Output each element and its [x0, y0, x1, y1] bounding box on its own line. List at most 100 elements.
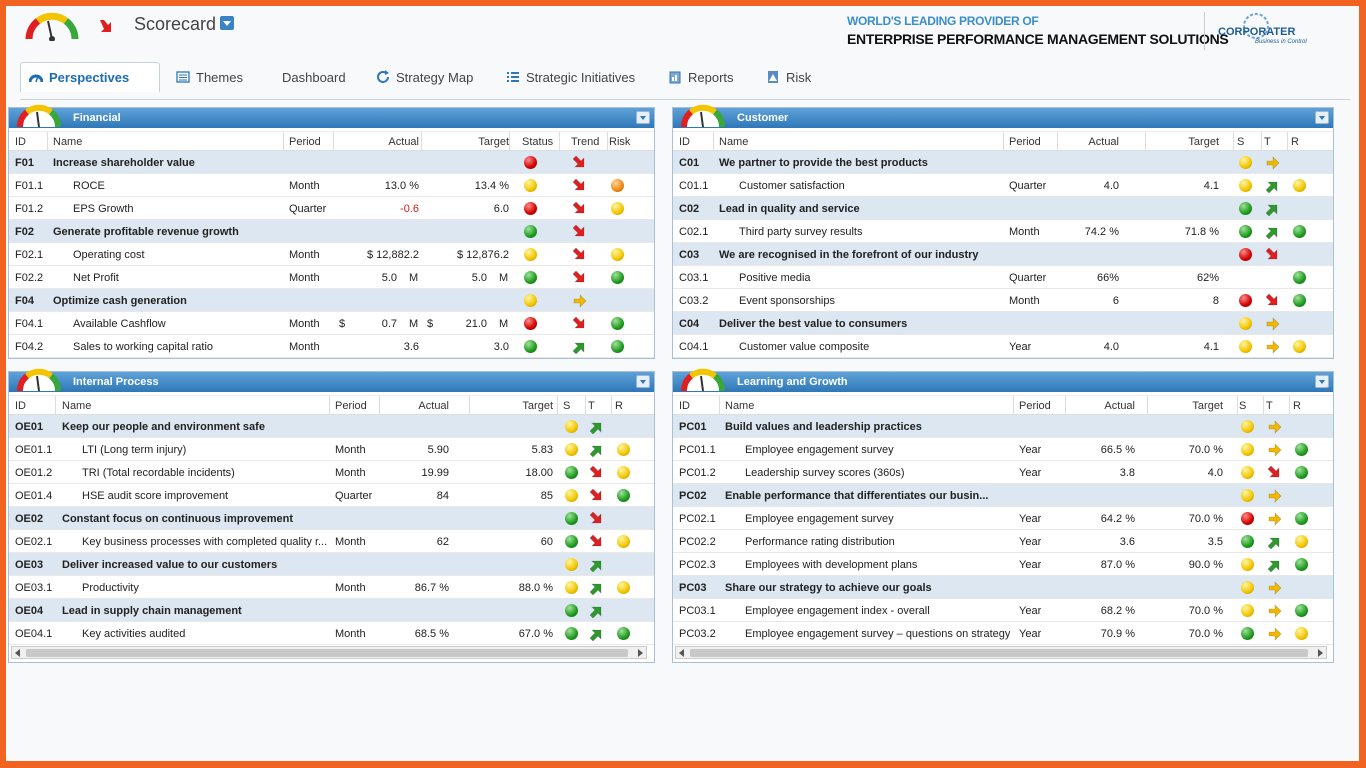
scroll-left-arrow-icon[interactable] — [15, 649, 20, 657]
horizontal-scrollbar[interactable] — [675, 646, 1327, 659]
table-row[interactable]: PC01.2 Leadership survey scores (360s) Yea… — [673, 461, 1333, 484]
table-header-row: ID Name Period Actual Target S T R — [673, 395, 1333, 415]
objective-row[interactable]: OE02 Constant focus on continuous improve… — [9, 507, 654, 530]
unit-label: M — [409, 318, 419, 330]
panel-menu-button[interactable] — [636, 375, 650, 388]
bullet-list-icon — [506, 70, 520, 84]
table-row[interactable]: PC03.1 Employee engagement index - overal… — [673, 599, 1333, 622]
objective-row[interactable]: C01 We partner to provide the best produc… — [673, 151, 1333, 174]
row-id: PC03.1 — [679, 605, 716, 617]
status-yellow-icon — [1239, 340, 1252, 353]
table-row[interactable]: OE04.1 Key activities audited Month 68.5 % 6… — [9, 622, 654, 645]
status-green-icon — [565, 466, 578, 479]
currency-symbol: $ — [339, 318, 346, 330]
objective-row[interactable]: PC01 Build values and leadership practice… — [673, 415, 1333, 438]
row-period: Quarter — [1009, 180, 1047, 192]
table-row[interactable]: C01.1 Customer satisfaction Quarter 4.0 4.1 — [673, 174, 1333, 197]
table-row[interactable]: F01.1 ROCE Month 13.0 % 13.4 % — [9, 174, 654, 197]
objective-row[interactable]: C03 We are recognised in the forefront of… — [673, 243, 1333, 266]
panel-header: Internal Process — [9, 368, 654, 392]
tab-dashboard[interactable]: Dashboard — [274, 62, 354, 92]
table-row[interactable]: F04.1 Available Cashflow Month $0.7 M $21.0 M — [9, 312, 654, 335]
scroll-right-arrow-icon[interactable] — [1318, 649, 1323, 657]
trend-right-arrow-icon — [1266, 317, 1280, 331]
currency-symbol: $ — [427, 318, 434, 330]
objective-row[interactable]: F04 Optimize cash generation — [9, 289, 654, 312]
status-yellow-icon — [1241, 466, 1254, 479]
trend-down-arrow-icon — [572, 178, 586, 192]
objective-row[interactable]: OE01 Keep our people and environment safe — [9, 415, 654, 438]
row-id: OE02.1 — [15, 536, 53, 548]
column-header-name: Name — [719, 136, 749, 148]
tab-label: Themes — [196, 69, 243, 85]
row-actual: 3.6 — [1119, 536, 1135, 548]
tab-reports[interactable]: Reports — [660, 62, 742, 92]
table-row[interactable]: C03.1 Positive media Quarter 66% 62% — [673, 266, 1333, 289]
status-yellow-icon — [1239, 179, 1252, 192]
row-target: 18.00 — [525, 467, 553, 479]
objective-row[interactable]: F01 Increase shareholder value — [9, 151, 654, 174]
table-row[interactable]: PC02.1 Employee engagement survey Year 64.2… — [673, 507, 1333, 530]
row-name: Net Profit — [73, 272, 119, 284]
table-row[interactable]: OE01.1 LTI (Long term injury) Month 5.90 5.8… — [9, 438, 654, 461]
scroll-right-arrow-icon[interactable] — [638, 649, 643, 657]
panel-menu-button[interactable] — [1315, 111, 1329, 124]
scrollbar-thumb[interactable] — [690, 649, 1308, 657]
column-divider — [1287, 132, 1288, 151]
row-id: C03.1 — [679, 272, 709, 284]
table-row[interactable]: F02.2 Net Profit Month 5.0 M 5.0 M — [9, 266, 654, 289]
table-row[interactable]: PC01.1 Employee engagement survey Year 66.5… — [673, 438, 1333, 461]
table-row[interactable]: F04.2 Sales to working capital ratio Month… — [9, 335, 654, 358]
objective-row[interactable]: C04 Deliver the best value to consumers — [673, 312, 1333, 335]
status-yellow-icon — [565, 581, 578, 594]
objective-row[interactable]: PC03 Share our strategy to achieve our go… — [673, 576, 1333, 599]
objective-row[interactable]: F02 Generate profitable revenue growth — [9, 220, 654, 243]
status-green-icon — [565, 512, 578, 525]
row-actual: 0.7 — [381, 318, 397, 330]
scroll-left-arrow-icon[interactable] — [679, 649, 684, 657]
row-actual: 66.5 % — [1100, 444, 1135, 456]
table-row[interactable]: OE03.1 Productivity Month 86.7 % 88.0 % — [9, 576, 654, 599]
scrollbar-thumb[interactable] — [26, 649, 628, 657]
table-row[interactable]: OE01.4 HSE audit score improvement Quarter… — [9, 484, 654, 507]
table-row[interactable]: OE02.1 Key business processes with comple… — [9, 530, 654, 553]
row-id: PC01 — [679, 421, 707, 433]
report-icon — [668, 70, 682, 84]
column-divider — [509, 132, 510, 151]
row-actual: $ 12,882.2 — [367, 249, 419, 261]
panel-header: Customer — [673, 104, 1333, 128]
title-dropdown-button[interactable] — [220, 16, 234, 30]
horizontal-scrollbar[interactable] — [11, 646, 647, 659]
panel-menu-button[interactable] — [1315, 375, 1329, 388]
table-row[interactable]: C02.1 Third party survey results Month 74.2… — [673, 220, 1333, 243]
row-name: EPS Growth — [73, 203, 134, 215]
row-target: 62% — [1196, 272, 1219, 284]
status-green-icon — [1239, 202, 1252, 215]
objective-row[interactable]: OE04 Lead in supply chain management — [9, 599, 654, 622]
objective-row[interactable]: PC02 Enable performance that differentiat… — [673, 484, 1333, 507]
tab-strategic-initiatives[interactable]: Strategic Initiatives — [498, 62, 643, 92]
row-actual: 74.2 % — [1084, 226, 1119, 238]
panel-menu-button[interactable] — [636, 111, 650, 124]
row-actual: 3.6 — [403, 341, 419, 353]
table-row[interactable]: C03.2 Event sponsorships Month 6 8 — [673, 289, 1333, 312]
objective-row[interactable]: OE03 Deliver increased value to our custo… — [9, 553, 654, 576]
row-actual: 66% — [1096, 272, 1119, 284]
trend-right-arrow-icon — [1268, 512, 1282, 526]
risk-green-icon — [1293, 225, 1306, 238]
table-row[interactable]: PC02.2 Performance rating distribution Yea… — [673, 530, 1333, 553]
tab-perspectives[interactable]: Perspectives — [20, 62, 160, 92]
tab-risk[interactable]: Risk — [758, 62, 819, 92]
table-row[interactable]: F01.2 EPS Growth Quarter -0.6 6.0 — [9, 197, 654, 220]
table-row[interactable]: OE01.2 TRI (Total recordable incidents) Mo… — [9, 461, 654, 484]
tab-strategy-map[interactable]: Strategy Map — [368, 62, 481, 92]
table-row[interactable]: F02.1 Operating cost Month $ 12,882.2 $ 12,8… — [9, 243, 654, 266]
row-name: Enable performance that differentiates o… — [725, 490, 989, 502]
status-green-icon — [524, 340, 537, 353]
objective-row[interactable]: C02 Lead in quality and service — [673, 197, 1333, 220]
table-row[interactable]: C04.1 Customer value composite Year 4.0 4.1 — [673, 335, 1333, 358]
table-row[interactable]: PC03.2 Employee engagement survey – quest… — [673, 622, 1333, 645]
app-title: Scorecard — [134, 14, 217, 34]
tab-themes[interactable]: Themes — [168, 62, 251, 92]
table-row[interactable]: PC02.3 Employees with development plans Ye… — [673, 553, 1333, 576]
